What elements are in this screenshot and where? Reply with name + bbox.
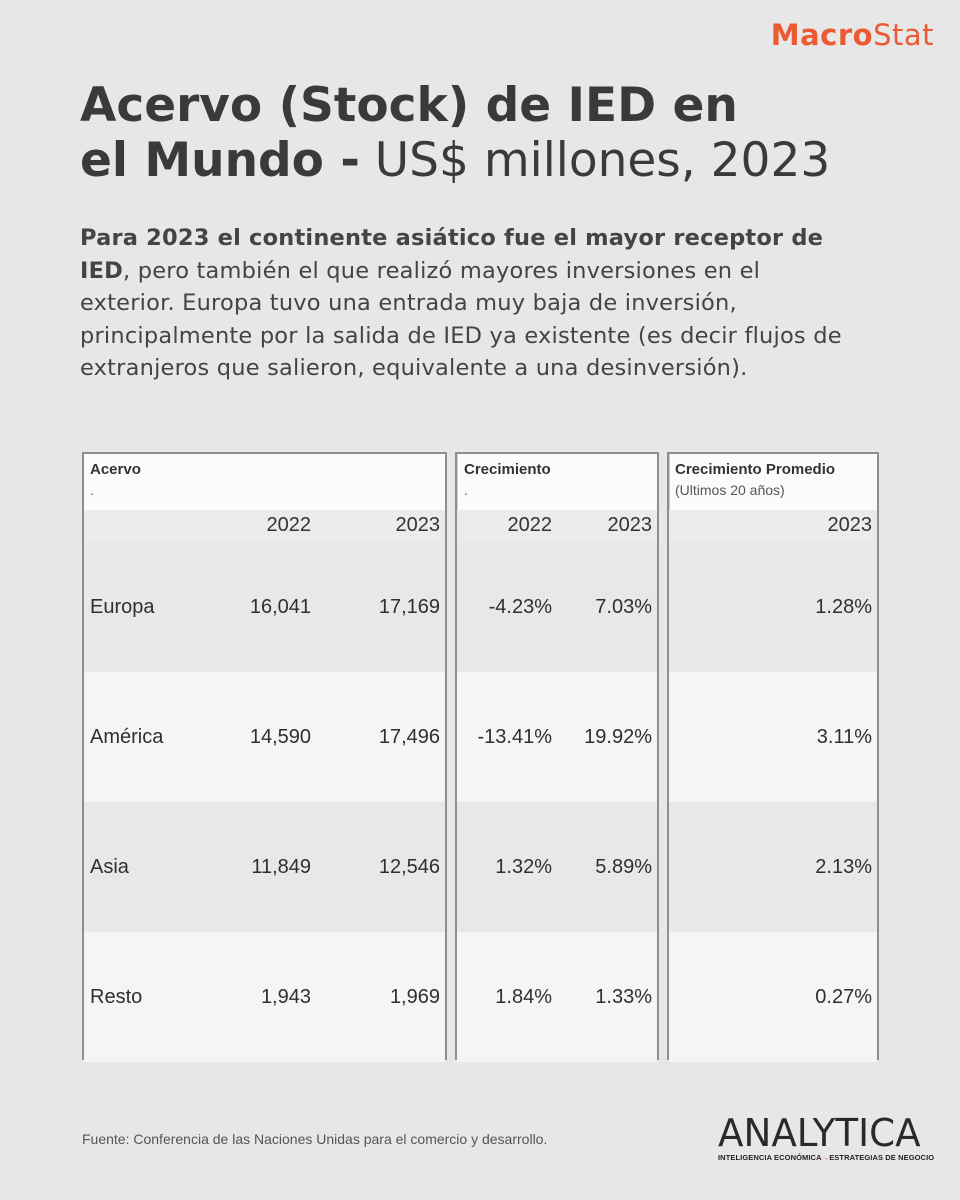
cell-value: 14,590 [249,726,311,748]
table-row: América 14,590 17,496 [84,672,445,802]
intro-rest: , pero también el que realizó mayores in… [80,257,842,382]
table-acervo-header: Acervo . [84,454,445,510]
cell-value: 1,943 [260,986,311,1008]
table-acervo: Acervo . 2022 2023 Europa 16,041 17,169 … [82,452,447,1062]
title-bold-line2: el Mundo - [80,133,360,188]
region-label: América [90,726,164,748]
intro-bold: Para 2023 el continente asiático fue el … [80,225,824,284]
table-crecimiento-subtitle: . [464,482,468,498]
cell-value: 1.32% [495,856,552,878]
cell-value: 16,041 [249,596,311,618]
title-subtitle: US$ millones, 2023 [359,133,831,188]
intro-paragraph: Para 2023 el continente asiático fue el … [80,222,860,385]
arrow-icon: → [821,1153,830,1162]
table-row: -13.41% 19.92% [457,672,657,802]
cell-value: 12,546 [378,856,440,878]
brand-part2: Stat [873,18,934,52]
tagline-right: ESTRATEGIAS DE NEGOCIO [829,1153,935,1162]
tagline-left: INTELIGENCIA ECONÓMICA [718,1153,822,1162]
table-acervo-years: 2022 2023 [84,510,445,542]
cell-value: 2.13% [815,856,872,878]
cell-value: 1,969 [389,986,440,1008]
table-row: 1.32% 5.89% [457,802,657,932]
year-header: 2022 [266,514,312,536]
table-row: Resto 1,943 1,969 [84,932,445,1062]
region-label: Europa [90,596,155,618]
region-label: Asia [90,856,129,878]
cell-value: 1.84% [495,986,552,1008]
year-header: 2023 [607,514,653,536]
cell-value: 1.28% [815,596,872,618]
cell-value: 11,849 [251,856,311,878]
cell-value: -13.41% [477,726,553,748]
table-row: Europa 16,041 17,169 [84,542,445,672]
table-acervo-title: Acervo [90,461,141,478]
table-row: 1.28% [669,542,877,672]
table-row: -4.23% 7.03% [457,542,657,672]
cell-value: 5.89% [595,856,652,878]
page-title: Acervo (Stock) de IED en el Mundo - US$ … [80,78,900,188]
table-acervo-subtitle: . [90,482,94,498]
table-crecimiento-years: 2022 2023 [457,510,657,542]
cell-value: 17,169 [378,596,440,618]
cell-value: 0.27% [815,986,872,1008]
table-promedio-years: 2023 [669,510,877,542]
table-promedio-subtitle: (Ultimos 20 años) [675,482,785,498]
cell-value: 7.03% [595,596,652,618]
cell-value: -4.23% [488,596,552,618]
cell-value: 17,496 [378,726,440,748]
table-crecimiento-promedio: Crecimiento Promedio (Ultimos 20 años) 2… [667,452,879,1062]
year-header: 2022 [507,514,553,536]
table-crecimiento: Crecimiento . 2022 2023 -4.23% 7.03% -13… [455,452,659,1062]
source-note: Fuente: Conferencia de las Naciones Unid… [82,1131,548,1147]
table-crecimiento-header: Crecimiento . [457,454,657,510]
title-bold-line1: Acervo (Stock) de IED en [80,78,738,133]
year-header: 2023 [395,514,441,536]
table-row: Asia 11,849 12,546 [84,802,445,932]
brand-part1: Macro [770,18,874,52]
analytica-wordmark: ANALYTICA [718,1111,921,1155]
table-row: 1.84% 1.33% [457,932,657,1062]
cell-value: 3.11% [816,726,872,748]
table-promedio-title: Crecimiento Promedio [675,461,836,478]
cell-value: 1.33% [595,986,652,1008]
brand-logo: MacroStat [771,18,934,52]
table-crecimiento-title: Crecimiento [464,461,551,478]
table-row: 2.13% [669,802,877,932]
analytica-logo: ANALYTICA INTELIGENCIA ECONÓMICA→ESTRATE… [718,1111,934,1162]
table-row: 0.27% [669,932,877,1062]
table-row: 3.11% [669,672,877,802]
cell-value: 19.92% [584,726,652,748]
analytica-tagline: INTELIGENCIA ECONÓMICA→ESTRATEGIAS DE NE… [718,1153,934,1162]
table-promedio-header: Crecimiento Promedio (Ultimos 20 años) [669,454,877,510]
region-label: Resto [90,986,143,1008]
year-header: 2023 [827,514,873,536]
